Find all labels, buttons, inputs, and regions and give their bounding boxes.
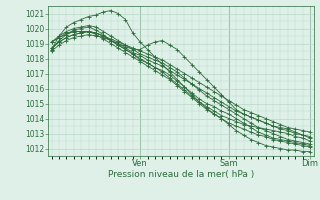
X-axis label: Pression niveau de la mer( hPa ): Pression niveau de la mer( hPa ) <box>108 170 254 179</box>
